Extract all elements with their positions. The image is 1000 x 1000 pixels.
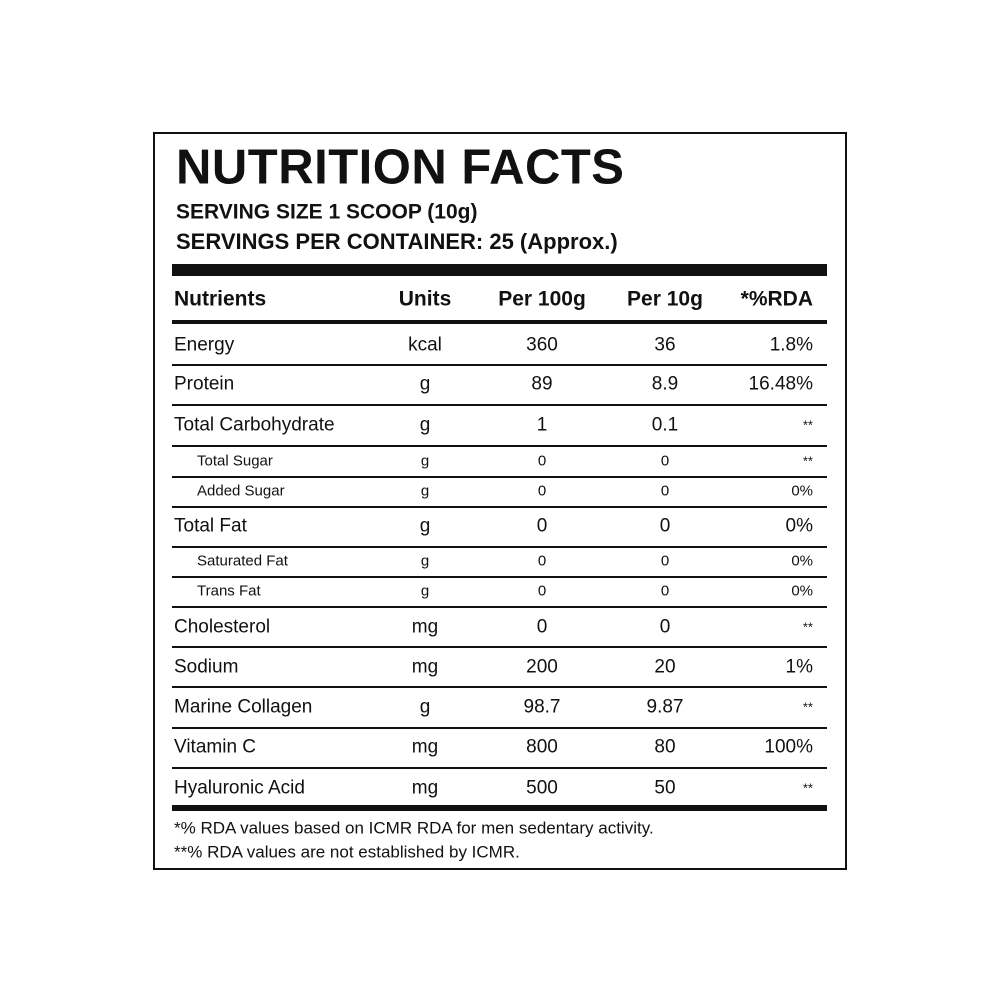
row-rule: [172, 476, 827, 478]
servings-per-container: SERVINGS PER CONTAINER: 25 (Approx.): [176, 229, 618, 254]
row-rule: [172, 606, 827, 608]
row-rule: [172, 646, 827, 648]
cell-value: 0: [537, 552, 547, 570]
nutrient-name: Vitamin C: [174, 736, 257, 758]
title: NUTRITION FACTS: [176, 140, 625, 195]
nutrient-name: Protein: [174, 373, 235, 395]
column-header: Units: [398, 287, 452, 311]
cell-value: 0: [537, 582, 547, 600]
footnote: **% RDA values are not established by IC…: [174, 842, 520, 862]
column-header: Per 10g: [627, 287, 703, 311]
cell-value: 80: [654, 736, 676, 758]
cell-value: mg: [411, 736, 439, 758]
cell-value: 20: [654, 656, 676, 678]
column-header: Per 100g: [498, 287, 586, 311]
cell-value: 9.87: [646, 696, 684, 718]
cell-value: 0: [660, 452, 670, 470]
cell-value: 200: [526, 656, 558, 678]
cell-value: 89: [531, 373, 553, 395]
row-rule: [172, 686, 827, 688]
row-rule: [172, 767, 827, 769]
nutrient-name: Trans Fat: [197, 582, 261, 600]
cell-value: 0: [660, 482, 670, 500]
cell-value: 0%: [791, 482, 813, 500]
nutrient-name: Energy: [174, 334, 235, 356]
cell-value: 98.7: [523, 696, 561, 718]
cell-value: 800: [526, 736, 558, 758]
cell-value: 0: [536, 616, 548, 638]
cell-value: 0%: [791, 582, 813, 600]
cell-value: 360: [526, 334, 558, 356]
row-rule: [172, 546, 827, 548]
nutrient-name: Saturated Fat: [197, 552, 288, 570]
cell-value: g: [419, 373, 431, 395]
cell-value: g: [420, 582, 430, 600]
cell-value: 0%: [791, 552, 813, 570]
thick-rule: [172, 264, 827, 276]
cell-value: **: [802, 453, 813, 469]
cell-value: 1.8%: [769, 334, 813, 356]
nutrient-name: Total Fat: [174, 515, 247, 537]
row-rule: [172, 404, 827, 406]
nutrient-name: Cholesterol: [174, 616, 271, 638]
bottom-rule: [172, 805, 827, 811]
cell-value: 0: [537, 482, 547, 500]
serving-size: SERVING SIZE 1 SCOOP (10g): [176, 200, 478, 224]
cell-value: g: [420, 552, 430, 570]
cell-value: 1%: [785, 656, 813, 678]
cell-value: **: [802, 699, 813, 715]
cell-value: 36: [654, 334, 676, 356]
cell-value: 0%: [785, 515, 813, 537]
nutrient-name: Marine Collagen: [174, 696, 313, 718]
cell-value: 50: [654, 777, 676, 799]
header-rule: [172, 320, 827, 324]
cell-value: g: [419, 515, 431, 537]
row-rule: [172, 576, 827, 578]
cell-value: **: [802, 619, 813, 635]
row-rule: [172, 506, 827, 508]
cell-value: **: [802, 780, 813, 796]
cell-value: mg: [411, 656, 439, 678]
label-border: [153, 132, 847, 870]
cell-value: g: [420, 482, 430, 500]
column-header: *%RDA: [740, 287, 813, 311]
cell-value: kcal: [408, 334, 442, 356]
cell-value: mg: [411, 777, 439, 799]
cell-value: 0: [536, 515, 548, 537]
cell-value: **: [802, 417, 813, 433]
nutrient-name: Hyaluronic Acid: [174, 777, 305, 799]
cell-value: mg: [411, 616, 439, 638]
cell-value: 0: [537, 452, 547, 470]
cell-value: 0: [660, 582, 670, 600]
column-header: Nutrients: [174, 287, 267, 311]
row-rule: [172, 364, 827, 366]
cell-value: 1: [536, 414, 548, 436]
nutrient-name: Added Sugar: [197, 482, 285, 500]
cell-value: g: [419, 414, 431, 436]
nutrient-name: Total Carbohydrate: [174, 414, 335, 436]
cell-value: 0: [659, 515, 671, 537]
row-rule: [172, 445, 827, 447]
cell-value: g: [419, 696, 431, 718]
nutrient-name: Total Sugar: [197, 452, 273, 470]
cell-value: 16.48%: [748, 373, 813, 395]
cell-value: 100%: [764, 736, 813, 758]
footnote: *% RDA values based on ICMR RDA for men …: [174, 818, 654, 838]
cell-value: 500: [526, 777, 558, 799]
row-rule: [172, 727, 827, 729]
cell-value: 0: [659, 616, 671, 638]
nutrient-name: Sodium: [174, 656, 239, 678]
cell-value: 8.9: [651, 373, 679, 395]
cell-value: g: [420, 452, 430, 470]
cell-value: 0: [660, 552, 670, 570]
cell-value: 0.1: [651, 414, 679, 436]
